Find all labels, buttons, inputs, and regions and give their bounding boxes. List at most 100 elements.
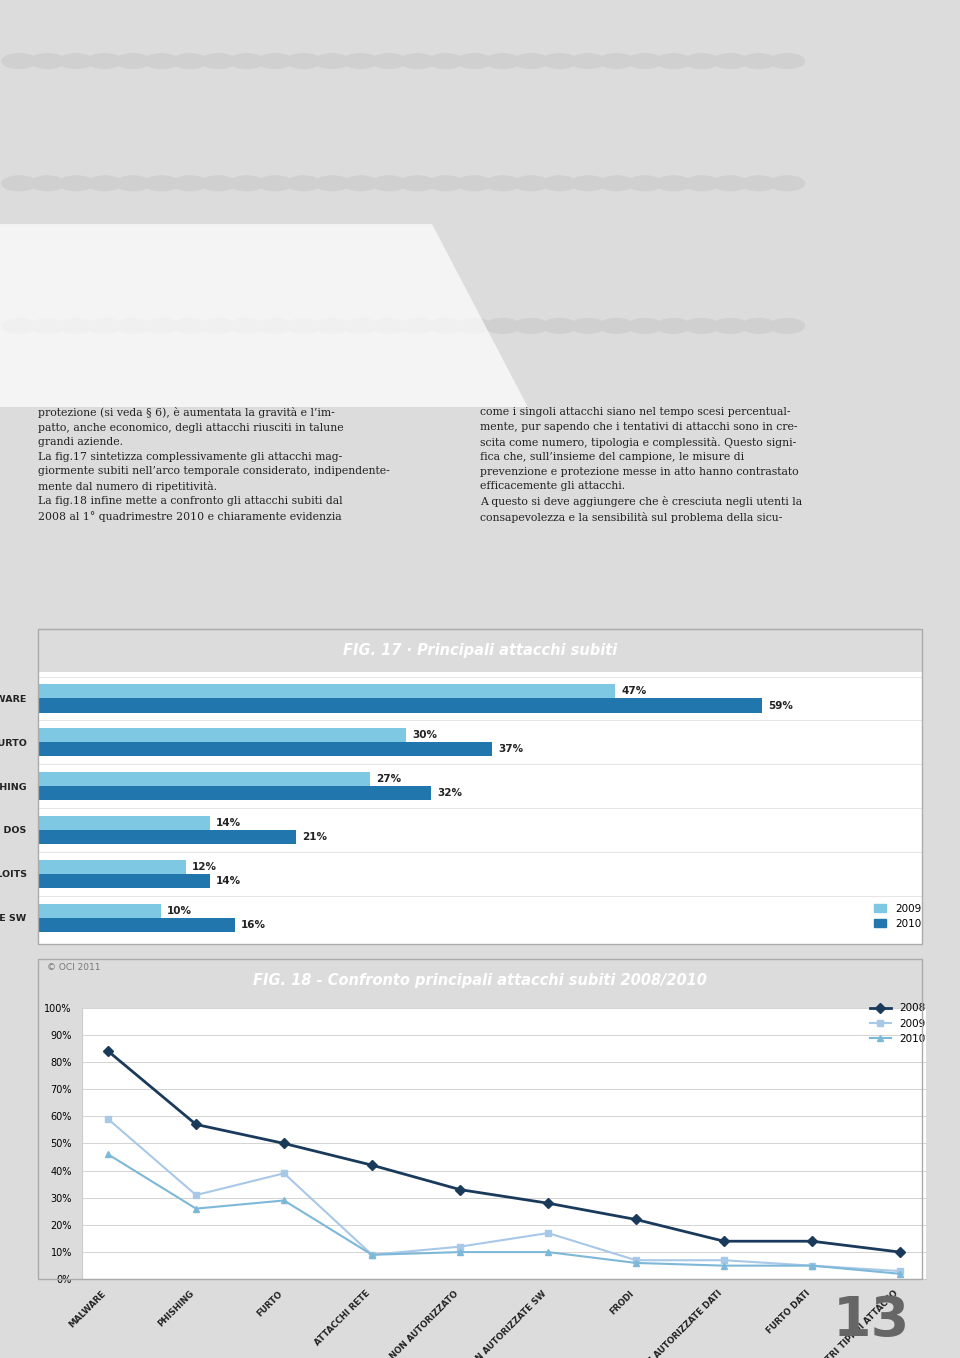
2008 xyxy=(806,1233,818,1249)
2010 xyxy=(630,1255,641,1271)
Bar xyxy=(38,698,762,713)
2009 xyxy=(366,1247,377,1263)
Circle shape xyxy=(144,54,179,68)
Line: 2009: 2009 xyxy=(105,1115,903,1275)
Circle shape xyxy=(741,319,776,333)
2008 xyxy=(190,1116,202,1133)
Circle shape xyxy=(599,54,634,68)
2010 xyxy=(806,1258,818,1274)
Circle shape xyxy=(571,177,606,190)
2009 xyxy=(542,1225,554,1241)
Text: 47%: 47% xyxy=(621,687,646,697)
2010 xyxy=(102,1146,114,1162)
Circle shape xyxy=(457,319,492,333)
2010 xyxy=(718,1258,730,1274)
Text: 10%: 10% xyxy=(167,906,192,915)
Bar xyxy=(38,684,615,698)
Circle shape xyxy=(628,319,662,333)
2009 xyxy=(278,1165,290,1181)
Circle shape xyxy=(116,319,151,333)
Circle shape xyxy=(628,54,662,68)
2010 xyxy=(542,1244,554,1260)
Circle shape xyxy=(201,319,235,333)
Circle shape xyxy=(542,177,577,190)
2008 xyxy=(894,1244,905,1260)
Circle shape xyxy=(87,54,122,68)
2008 xyxy=(278,1135,290,1152)
Circle shape xyxy=(286,319,321,333)
Circle shape xyxy=(315,177,349,190)
Legend: 2008, 2009, 2010: 2008, 2009, 2010 xyxy=(866,999,929,1048)
Circle shape xyxy=(599,177,634,190)
2010 xyxy=(278,1192,290,1209)
Circle shape xyxy=(628,177,662,190)
Text: 21%: 21% xyxy=(302,832,327,842)
Circle shape xyxy=(31,54,65,68)
Text: FIG. 18 - Confronto principali attacchi subiti 2008/2010: FIG. 18 - Confronto principali attacchi … xyxy=(253,972,707,989)
Text: 12%: 12% xyxy=(192,862,217,872)
Circle shape xyxy=(229,177,264,190)
Circle shape xyxy=(344,177,378,190)
Circle shape xyxy=(684,177,719,190)
Bar xyxy=(38,773,370,786)
2009 xyxy=(102,1111,114,1127)
Text: FIG. 17 · Principali attacchi subiti: FIG. 17 · Principali attacchi subiti xyxy=(343,642,617,659)
Circle shape xyxy=(656,319,690,333)
Circle shape xyxy=(542,319,577,333)
Text: 27%: 27% xyxy=(375,774,401,784)
Text: 59%: 59% xyxy=(768,701,793,710)
Circle shape xyxy=(741,54,776,68)
2008 xyxy=(102,1043,114,1059)
Legend: 2009, 2010: 2009, 2010 xyxy=(870,899,925,933)
Circle shape xyxy=(656,177,690,190)
2010 xyxy=(894,1266,905,1282)
Circle shape xyxy=(684,54,719,68)
Circle shape xyxy=(514,54,548,68)
Circle shape xyxy=(59,177,93,190)
Circle shape xyxy=(656,54,690,68)
Circle shape xyxy=(713,177,748,190)
Circle shape xyxy=(571,54,606,68)
Bar xyxy=(38,816,210,830)
Bar xyxy=(38,873,210,888)
Circle shape xyxy=(457,54,492,68)
Circle shape xyxy=(344,319,378,333)
Circle shape xyxy=(59,319,93,333)
Circle shape xyxy=(372,319,406,333)
Circle shape xyxy=(400,54,435,68)
Circle shape xyxy=(428,177,463,190)
Circle shape xyxy=(571,319,606,333)
Circle shape xyxy=(344,54,378,68)
Bar xyxy=(38,786,431,800)
Circle shape xyxy=(770,54,804,68)
Circle shape xyxy=(229,319,264,333)
Circle shape xyxy=(400,177,435,190)
Text: 14%: 14% xyxy=(216,818,241,828)
Circle shape xyxy=(144,177,179,190)
Bar xyxy=(38,860,185,873)
Circle shape xyxy=(741,177,776,190)
Circle shape xyxy=(428,319,463,333)
Text: © OCI 2011: © OCI 2011 xyxy=(47,963,101,972)
Bar xyxy=(38,830,296,843)
Circle shape xyxy=(258,177,293,190)
Circle shape xyxy=(486,319,520,333)
Bar xyxy=(38,918,234,932)
Circle shape xyxy=(229,54,264,68)
Circle shape xyxy=(599,319,634,333)
Circle shape xyxy=(173,177,207,190)
Bar xyxy=(38,903,161,918)
Circle shape xyxy=(514,177,548,190)
Text: 32%: 32% xyxy=(437,788,462,799)
Circle shape xyxy=(59,54,93,68)
2009 xyxy=(630,1252,641,1268)
Circle shape xyxy=(173,54,207,68)
2010 xyxy=(366,1247,377,1263)
2010 xyxy=(454,1244,466,1260)
Text: 30%: 30% xyxy=(413,731,438,740)
Circle shape xyxy=(2,177,36,190)
2008 xyxy=(366,1157,377,1173)
2009 xyxy=(718,1252,730,1268)
Circle shape xyxy=(457,177,492,190)
Circle shape xyxy=(31,319,65,333)
